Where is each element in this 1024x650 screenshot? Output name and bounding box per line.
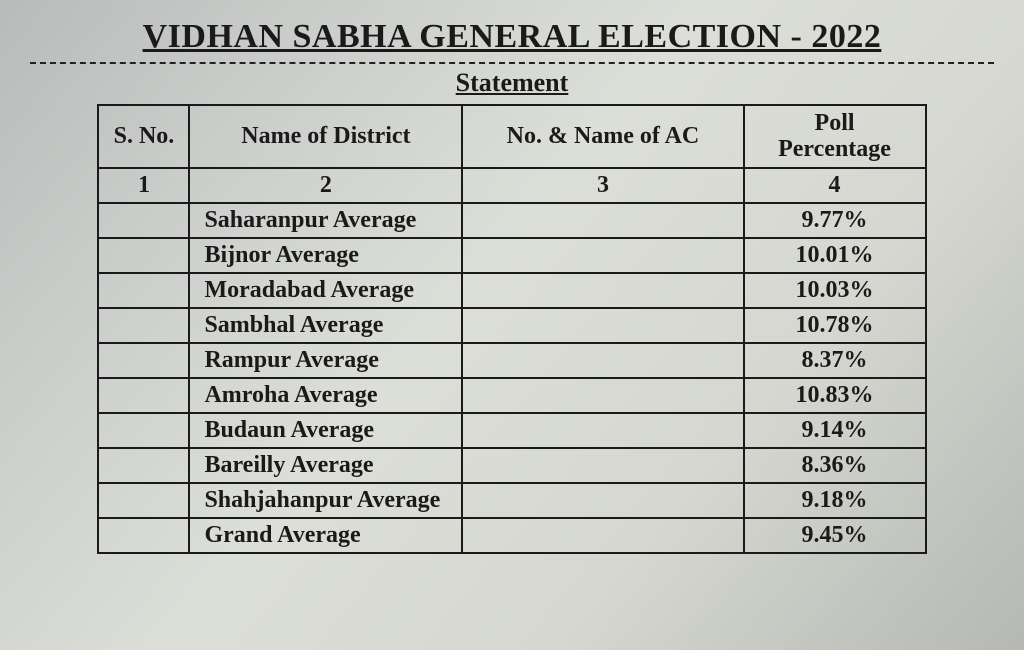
cell-district: Bareilly Average (189, 448, 462, 483)
col-header-ac: No. & Name of AC (462, 105, 743, 168)
table-colnum-row: 1 2 3 4 (98, 168, 925, 203)
cell-sno (98, 238, 189, 273)
cell-sno (98, 448, 189, 483)
table-row: Grand Average 9.45% (98, 518, 925, 553)
table-row: Rampur Average 8.37% (98, 343, 925, 378)
cell-district: Shahjahanpur Average (189, 483, 462, 518)
cell-sno (98, 308, 189, 343)
cell-district: Sambhal Average (189, 308, 462, 343)
cell-poll: 8.36% (744, 448, 926, 483)
cell-ac (462, 203, 743, 238)
cell-district: Budaun Average (189, 413, 462, 448)
cell-sno (98, 378, 189, 413)
cell-sno (98, 343, 189, 378)
cell-poll: 9.45% (744, 518, 926, 553)
cell-sno (98, 413, 189, 448)
colnum-ac: 3 (462, 168, 743, 203)
colnum-district: 2 (189, 168, 462, 203)
col-header-poll: Poll Percentage (744, 105, 926, 168)
cell-ac (462, 518, 743, 553)
cell-ac (462, 378, 743, 413)
cell-poll: 10.01% (744, 238, 926, 273)
cell-poll: 10.03% (744, 273, 926, 308)
table-row: Shahjahanpur Average 9.18% (98, 483, 925, 518)
dashed-rule (30, 62, 994, 64)
cell-sno (98, 203, 189, 238)
table-row: Sambhal Average 10.78% (98, 308, 925, 343)
cell-ac (462, 483, 743, 518)
table-row: Bareilly Average 8.36% (98, 448, 925, 483)
cell-district: Grand Average (189, 518, 462, 553)
cell-ac (462, 413, 743, 448)
table-row: Moradabad Average 10.03% (98, 273, 925, 308)
colnum-poll: 4 (744, 168, 926, 203)
cell-ac (462, 238, 743, 273)
cell-district: Amroha Average (189, 378, 462, 413)
cell-poll: 10.83% (744, 378, 926, 413)
cell-sno (98, 483, 189, 518)
table-row: Saharanpur Average 9.77% (98, 203, 925, 238)
colnum-sno: 1 (98, 168, 189, 203)
cell-sno (98, 518, 189, 553)
col-header-sno: S. No. (98, 105, 189, 168)
cell-district: Bijnor Average (189, 238, 462, 273)
cell-district: Saharanpur Average (189, 203, 462, 238)
cell-ac (462, 308, 743, 343)
table-header-row: S. No. Name of District No. & Name of AC… (98, 105, 925, 168)
cell-ac (462, 448, 743, 483)
page-subtitle: Statement (30, 68, 994, 98)
table-row: Bijnor Average 10.01% (98, 238, 925, 273)
cell-sno (98, 273, 189, 308)
col-header-poll-line2: Percentage (778, 136, 891, 162)
cell-poll: 9.14% (744, 413, 926, 448)
col-header-district: Name of District (189, 105, 462, 168)
cell-ac (462, 273, 743, 308)
cell-poll: 9.77% (744, 203, 926, 238)
cell-poll: 9.18% (744, 483, 926, 518)
page-title: VIDHAN SABHA GENERAL ELECTION - 2022 (30, 18, 994, 56)
table-row: Budaun Average 9.14% (98, 413, 925, 448)
document-page: VIDHAN SABHA GENERAL ELECTION - 2022 Sta… (0, 0, 1024, 554)
cell-ac (462, 343, 743, 378)
col-header-poll-line1: Poll (815, 110, 855, 136)
table-body: Saharanpur Average 9.77% Bijnor Average 10.… (98, 203, 925, 553)
cell-district: Moradabad Average (189, 273, 462, 308)
cell-poll: 8.37% (744, 343, 926, 378)
table-row: Amroha Average 10.83% (98, 378, 925, 413)
poll-table: S. No. Name of District No. & Name of AC… (97, 104, 926, 554)
cell-poll: 10.78% (744, 308, 926, 343)
cell-district: Rampur Average (189, 343, 462, 378)
